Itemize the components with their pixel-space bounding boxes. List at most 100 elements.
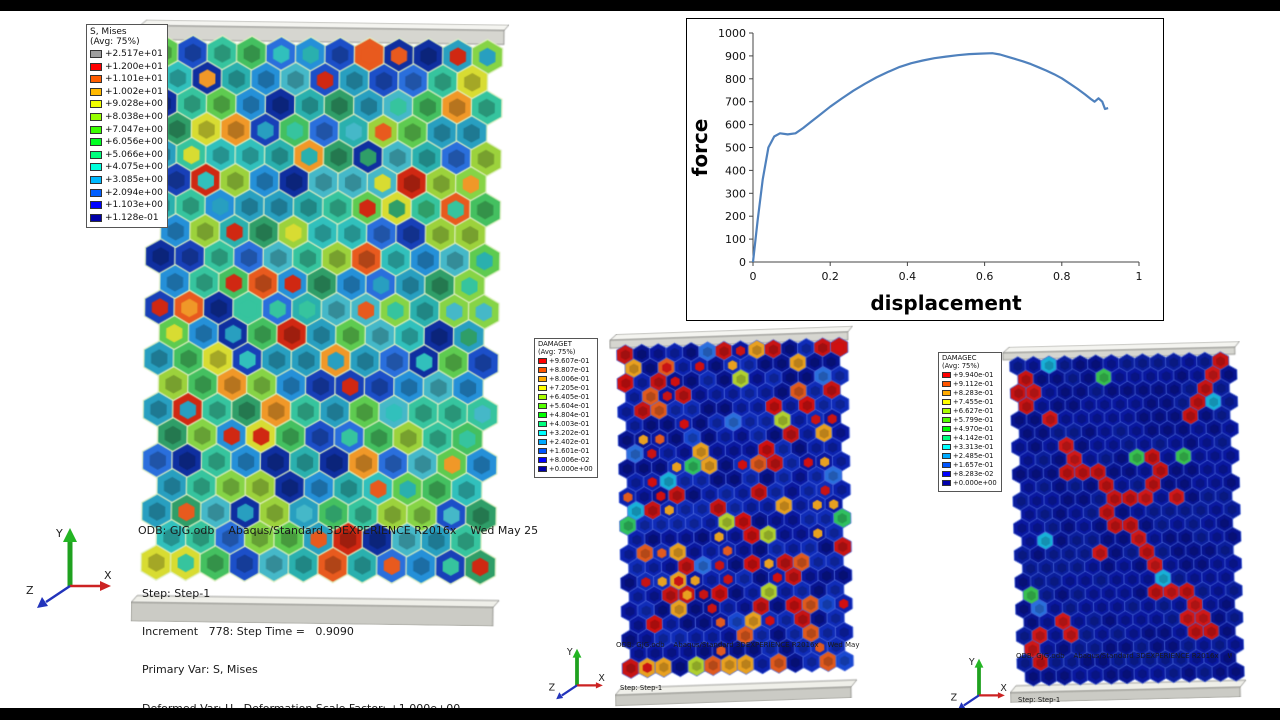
step-name-line: Step: Step-1 xyxy=(1018,696,1061,705)
legend-color-swatch xyxy=(90,62,102,71)
legend-entry: +2.094e+00 xyxy=(90,186,163,199)
legend-entry: +4.970e-01 xyxy=(942,425,997,434)
x-axis-arrowhead xyxy=(100,581,111,591)
legend-value-label: +8.807e-01 xyxy=(549,366,590,375)
mises-axis-triad-icon: Y X Z xyxy=(26,527,112,608)
y-axis-title: force xyxy=(688,119,712,177)
z-axis-label: Z xyxy=(951,692,958,703)
legend-value-label: +7.455e-01 xyxy=(953,398,994,407)
legend-color-swatch xyxy=(90,112,102,121)
legend-entry: +4.075e+00 xyxy=(90,161,163,174)
damagec-legend: DAMAGEC (Avg: 75%) +9.940e-01 +9.112e-01 +8.… xyxy=(938,352,1002,492)
legend-value-label: +8.283e-01 xyxy=(953,389,994,398)
legend-title: DAMAGEC xyxy=(942,354,977,362)
legend-color-swatch xyxy=(538,412,547,419)
x-tick-label: 0.8 xyxy=(1053,270,1071,283)
x-tick-label: 0 xyxy=(750,270,757,283)
legend-value-label: +6.627e-01 xyxy=(953,407,994,416)
legend-value-label: +1.601e-01 xyxy=(549,447,590,456)
legend-color-swatch xyxy=(90,87,102,96)
legend-color-swatch xyxy=(538,439,547,446)
legend-color-swatch xyxy=(90,49,102,58)
chart-plot-area: 0 100 200 300 400 500 600 700 800 900 1000 0 0.2 0.4 0… xyxy=(688,27,1143,315)
legend-entry: +3.085e+00 xyxy=(90,174,163,187)
y-tick-label: 200 xyxy=(725,210,746,223)
legend-entry: +4.003e-01 xyxy=(538,420,593,429)
y-tick-label: 300 xyxy=(725,187,746,200)
legend-value-label: +6.405e-01 xyxy=(549,393,590,402)
legend-value-label: +5.799e-01 xyxy=(953,416,994,425)
legend-entry: +1.657e-01 xyxy=(942,461,997,470)
legend-color-swatch xyxy=(942,426,951,433)
y-axis-arrowhead xyxy=(974,658,984,668)
legend-entry: +3.202e-01 xyxy=(538,429,593,438)
legend-entry: +0.000e+00 xyxy=(538,465,593,474)
x-axis-arrowhead xyxy=(997,692,1005,699)
force-displacement-chart: 0 100 200 300 400 500 600 700 800 900 1000 0 0.2 0.4 0… xyxy=(686,18,1164,321)
legend-entry: +7.455e-01 xyxy=(942,398,997,407)
damaget-honeycomb-model xyxy=(608,325,860,707)
y-tick-label: 700 xyxy=(725,96,746,109)
damagec-honeycomb-model xyxy=(1001,341,1249,703)
legend-entry: +8.283e-01 xyxy=(942,389,997,398)
primary-var-line: Primary Var: S, Mises xyxy=(142,663,258,677)
y-axis-arrowhead xyxy=(572,648,582,658)
damaget-odb-title-line: ODB: GJG.odb Abaqus/Standard 3DEXPERIENC… xyxy=(616,641,862,649)
legend-value-label: +5.604e-01 xyxy=(549,402,590,411)
legend-entry: +8.038e+00 xyxy=(90,111,163,124)
mises-legend: S, Mises (Avg: 75%) +2.517e+01 +1.200e+01 +1… xyxy=(86,24,168,228)
y-tick-label: 1000 xyxy=(718,27,746,40)
y-tick-label: 800 xyxy=(725,73,746,86)
legend-entry: +9.028e+00 xyxy=(90,98,163,111)
legend-value-label: +0.000e+00 xyxy=(549,465,593,474)
legend-value-label: +3.085e+00 xyxy=(105,174,163,185)
legend-entry: +5.066e+00 xyxy=(90,148,163,161)
legend-color-swatch xyxy=(90,150,102,159)
legend-color-swatch xyxy=(942,417,951,424)
x-tick-label: 0.4 xyxy=(899,270,917,283)
legend-value-label: +2.485e-01 xyxy=(953,452,994,461)
letterbox-bottom xyxy=(0,708,1280,720)
legend-entry: +7.205e-01 xyxy=(538,384,593,393)
damagec-odb-title-line: ODB: GJG.odb Abaqus/Standard 3DEXPERIENC… xyxy=(1016,652,1232,660)
y-tick-label: 100 xyxy=(725,233,746,246)
legend-color-swatch xyxy=(538,457,547,464)
legend-value-label: +6.056e+00 xyxy=(105,137,163,148)
x-axis-title: displacement xyxy=(870,291,1022,315)
legend-color-swatch xyxy=(90,75,102,84)
legend-color-swatch xyxy=(538,448,547,455)
legend-entry: +8.807e-01 xyxy=(538,366,593,375)
x-tick-label: 1 xyxy=(1136,270,1143,283)
legend-entry: +6.405e-01 xyxy=(538,393,593,402)
legend-value-label: +4.804e-01 xyxy=(549,411,590,420)
step-name-line: Step: Step-1 xyxy=(142,586,211,600)
legend-entry: +6.056e+00 xyxy=(90,136,163,149)
legend-entry: +1.101e+01 xyxy=(90,73,163,86)
legend-value-label: +8.006e-01 xyxy=(549,375,590,384)
legend-value-label: +5.066e+00 xyxy=(105,149,163,160)
x-tick-label: 0.2 xyxy=(821,270,839,283)
y-axis-label: Y xyxy=(55,527,63,540)
z-axis-arrow xyxy=(45,584,71,604)
legend-subtitle: (Avg: 75%) xyxy=(90,37,140,48)
legend-entry: +3.313e-01 xyxy=(942,443,997,452)
legend-value-label: +8.006e-02 xyxy=(549,456,590,465)
legend-entry: +2.485e-01 xyxy=(942,452,997,461)
z-axis-arrow xyxy=(963,694,980,707)
legend-value-label: +1.200e+01 xyxy=(105,61,163,72)
legend-color-swatch xyxy=(942,435,951,442)
x-axis-label: X xyxy=(1000,683,1007,694)
mises-step-info-block: Step: Step-1 Increment 778: Step Time = … xyxy=(142,562,460,720)
y-axis-arrowhead xyxy=(63,528,77,542)
legend-entry: +7.047e+00 xyxy=(90,123,163,136)
legend-entry: +1.200e+01 xyxy=(90,60,163,73)
force-displacement-curve xyxy=(751,52,1109,263)
y-tick-label: 600 xyxy=(725,119,746,132)
legend-color-swatch xyxy=(90,175,102,184)
legend-value-label: +3.313e-01 xyxy=(953,443,994,452)
legend-color-swatch xyxy=(90,138,102,147)
increment-line: Increment 778: Step Time = 0.9090 xyxy=(142,624,354,638)
legend-entry: +9.940e-01 xyxy=(942,371,997,380)
legend-title: S, Mises xyxy=(90,27,127,37)
legend-entry: +8.006e-02 xyxy=(538,456,593,465)
